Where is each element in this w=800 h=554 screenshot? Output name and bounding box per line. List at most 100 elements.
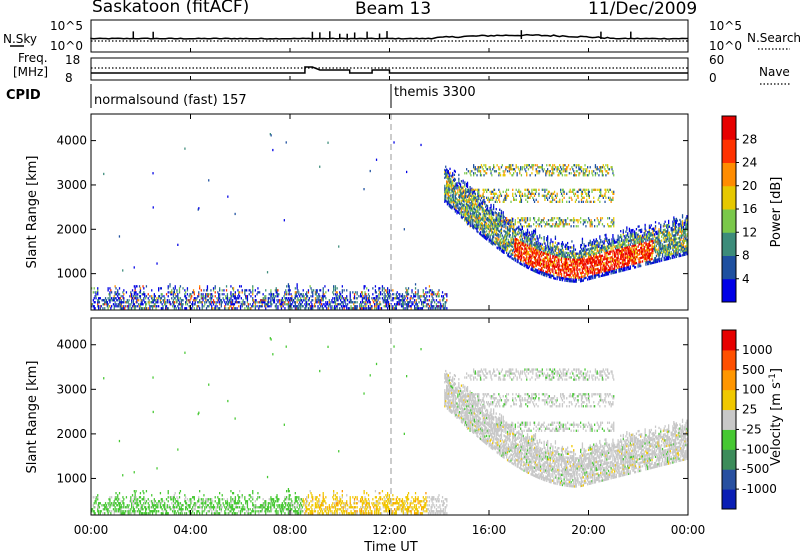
power-cell <box>306 301 308 304</box>
power-cell <box>590 263 592 266</box>
power-cell <box>239 307 242 310</box>
power-cell <box>601 172 604 175</box>
power-cell <box>468 195 470 198</box>
power-cell <box>593 246 595 250</box>
power-cell <box>276 299 278 302</box>
power-cell <box>106 301 108 304</box>
power-cell <box>438 305 440 308</box>
power-cell <box>508 168 510 171</box>
power-cell <box>496 246 498 249</box>
power-cell <box>319 165 321 168</box>
power-cell <box>401 301 404 304</box>
power-cell <box>522 260 524 263</box>
power-cell <box>132 301 135 304</box>
power-cell <box>444 198 446 201</box>
power-cell <box>575 268 577 271</box>
power-cell <box>499 245 502 248</box>
power-cell <box>131 305 134 308</box>
power-cell <box>573 260 576 263</box>
power-cell <box>541 164 543 167</box>
power-cell <box>407 293 410 296</box>
power-cell <box>592 174 594 177</box>
power-cell <box>540 247 543 250</box>
power-cell <box>554 277 557 280</box>
power-cell <box>569 268 571 271</box>
power-cell <box>443 307 445 310</box>
power-cell <box>507 254 510 258</box>
power-cell <box>553 259 556 262</box>
power-cell <box>310 295 312 298</box>
power-cell <box>604 251 606 255</box>
power-cell <box>590 257 592 260</box>
power-cell <box>576 264 578 267</box>
power-cell <box>188 301 190 304</box>
power-cell <box>333 297 336 300</box>
power-cell <box>520 254 522 257</box>
power-cell <box>539 250 541 253</box>
power-cell <box>531 230 533 234</box>
power-cell <box>473 227 475 230</box>
power-cell <box>534 262 537 265</box>
power-cell <box>530 242 532 245</box>
power-cell <box>619 242 621 245</box>
power-cell <box>598 263 600 266</box>
power-cell <box>558 225 560 228</box>
power-cell <box>322 295 324 298</box>
power-cell <box>449 181 451 184</box>
power-cell <box>521 225 523 228</box>
power-cell <box>446 183 449 186</box>
power-cell <box>366 297 368 300</box>
power-cell <box>517 259 519 262</box>
power-cell <box>444 192 446 195</box>
power-cell <box>593 250 595 254</box>
power-cell <box>601 174 604 177</box>
power-cell <box>258 307 260 310</box>
power-cell <box>586 258 588 261</box>
power-cell <box>584 269 586 272</box>
power-cell <box>523 256 525 259</box>
power-cell <box>160 293 162 296</box>
power-cell <box>478 170 480 173</box>
power-cell <box>486 208 488 211</box>
power-cell <box>591 275 593 278</box>
power-cell <box>134 297 136 300</box>
power-cell <box>565 275 567 278</box>
power-cell <box>477 200 479 203</box>
power-cell <box>583 249 585 252</box>
power-cell <box>466 210 468 214</box>
power-cell <box>343 289 345 292</box>
power-cell <box>485 217 487 220</box>
power-cell <box>599 263 601 266</box>
power-cell <box>544 262 546 265</box>
power-cell <box>450 174 452 177</box>
power-cell <box>497 223 499 226</box>
power-cell <box>562 243 564 246</box>
power-cell <box>533 244 536 247</box>
power-cell <box>520 231 523 234</box>
power-cell <box>535 188 537 191</box>
power-cell <box>556 252 558 255</box>
power-cell <box>387 301 389 304</box>
power-cell <box>130 291 132 294</box>
power-cell <box>418 301 420 304</box>
power-cell <box>512 188 514 191</box>
power-cell <box>606 170 608 173</box>
power-cell <box>415 301 417 304</box>
power-cell <box>535 264 537 268</box>
power-cell <box>587 244 590 247</box>
power-cell <box>161 303 163 306</box>
power-cell <box>505 196 507 199</box>
power-cell <box>383 305 385 308</box>
power-cell <box>228 301 230 304</box>
power-cell <box>310 305 312 308</box>
power-cell <box>499 241 502 244</box>
power-cell <box>254 299 256 302</box>
power-cell <box>462 187 464 190</box>
power-cell <box>505 194 507 197</box>
power-cell <box>610 272 612 275</box>
power-cell <box>571 219 573 222</box>
power-cell <box>565 267 567 270</box>
power-cell <box>533 230 536 233</box>
power-cell <box>466 202 468 206</box>
power-cell <box>409 297 411 300</box>
